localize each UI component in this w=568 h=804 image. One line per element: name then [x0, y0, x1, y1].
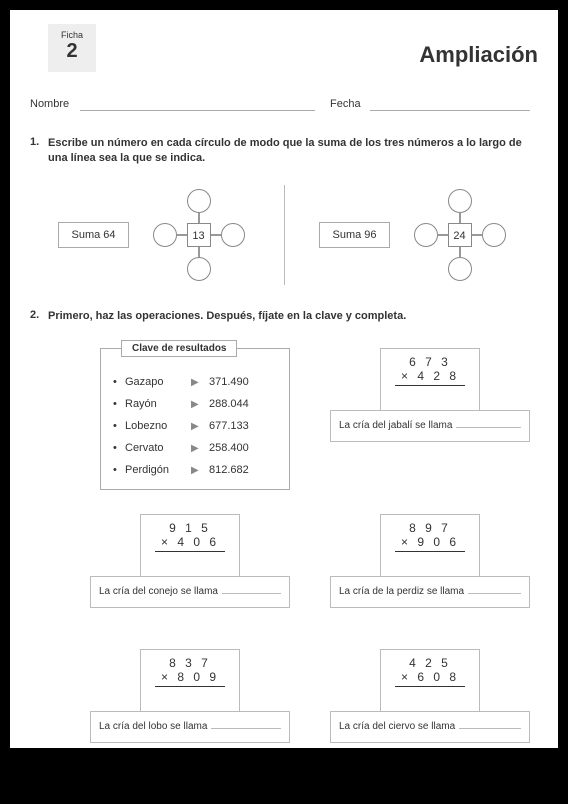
clave-row: •Gazapo▶371.490: [113, 371, 277, 393]
triangle-icon: ▶: [191, 377, 209, 388]
answer-blank[interactable]: [456, 418, 521, 428]
circle-input[interactable]: [187, 257, 211, 281]
exercise-2: 2. Primero, haz las operaciones. Después…: [30, 309, 538, 804]
answer-label: La cría de la perdiz se llama: [339, 586, 464, 597]
worksheet-page: Ficha 2 Ampliación Nombre Fecha 1. Escri…: [8, 8, 560, 750]
answer-box: La cría del lobo se llama: [90, 711, 290, 743]
answer-label: La cría del jabalí se llama: [339, 420, 452, 431]
clave-box: Clave de resultados •Gazapo▶371.490 •Ray…: [100, 348, 290, 490]
fecha-blank[interactable]: [370, 110, 530, 111]
page-title: Ampliación: [419, 42, 538, 68]
mult-box[interactable]: 6 7 3 × 4 2 8: [380, 348, 480, 410]
nombre-blank[interactable]: [80, 110, 315, 111]
clave-row: •Lobezno▶677.133: [113, 415, 277, 437]
answer-label: La cría del lobo se llama: [99, 721, 207, 732]
clave-row: •Perdigón▶812.682: [113, 459, 277, 481]
ex1-right-group: Suma 96 24: [295, 185, 535, 285]
op-block-conejo: 9 1 5 × 4 0 6 La cría del conejo se llam…: [90, 514, 290, 608]
op-block-ciervo: 4 2 5 × 6 0 8 La cría del ciervo se llam…: [330, 649, 530, 743]
ficha-box: Ficha 2: [48, 24, 96, 72]
triangle-icon: ▶: [191, 443, 209, 454]
clave-row: •Cervato▶258.400: [113, 437, 277, 459]
answer-box: La cría del ciervo se llama: [330, 711, 530, 743]
answer-label: La cría del ciervo se llama: [339, 721, 455, 732]
op-block-perdiz: 8 9 7 × 9 0 6 La cría de la perdiz se ll…: [330, 514, 530, 608]
answer-box: La cría del jabalí se llama: [330, 410, 530, 442]
plus-diagram-left: 13: [149, 185, 249, 285]
ficha-number: 2: [48, 40, 96, 63]
nombre-label: Nombre: [30, 98, 69, 110]
mult-box[interactable]: 4 2 5 × 6 0 8: [380, 649, 480, 711]
answer-box: La cría del conejo se llama: [90, 576, 290, 608]
circle-input[interactable]: [221, 223, 245, 247]
ex1-left-group: Suma 64 13: [34, 185, 274, 285]
vertical-separator: [284, 185, 285, 285]
answer-blank[interactable]: [459, 719, 521, 729]
center-value-left: 13: [187, 223, 211, 247]
op-block-lobo: 8 3 7 × 8 0 9 La cría del lobo se llama: [90, 649, 290, 743]
header: Ficha 2 Ampliación: [30, 24, 538, 94]
answer-blank[interactable]: [211, 719, 281, 729]
answer-box: La cría de la perdiz se llama: [330, 576, 530, 608]
mult-box[interactable]: 8 3 7 × 8 0 9: [140, 649, 240, 711]
plus-diagram-right: 24: [410, 185, 510, 285]
triangle-icon: ▶: [191, 421, 209, 432]
circle-input[interactable]: [187, 189, 211, 213]
answer-label: La cría del conejo se llama: [99, 586, 218, 597]
circle-input[interactable]: [448, 257, 472, 281]
ex1-text: Escribe un número en cada círculo de mod…: [48, 136, 538, 167]
answer-blank[interactable]: [468, 584, 521, 594]
suma-right-label: Suma 96: [319, 222, 389, 248]
clave-title: Clave de resultados: [121, 340, 237, 357]
triangle-icon: ▶: [191, 465, 209, 476]
answer-blank[interactable]: [222, 584, 281, 594]
suma-left-label: Suma 64: [58, 222, 128, 248]
circle-input[interactable]: [448, 189, 472, 213]
triangle-icon: ▶: [191, 399, 209, 410]
center-value-right: 24: [448, 223, 472, 247]
fecha-label: Fecha: [330, 98, 361, 110]
ex2-number: 2.: [30, 309, 39, 321]
ficha-label: Ficha: [48, 30, 96, 40]
circle-input[interactable]: [414, 223, 438, 247]
ex2-area: Clave de resultados •Gazapo▶371.490 •Ray…: [30, 324, 538, 804]
clave-row: •Rayón▶288.044: [113, 393, 277, 415]
circle-input[interactable]: [153, 223, 177, 247]
op-block-jabali: 6 7 3 × 4 2 8 La cría del jabalí se llam…: [330, 348, 530, 442]
mult-box[interactable]: 8 9 7 × 9 0 6: [380, 514, 480, 576]
ex1-diagram-row: Suma 64 13 Suma 96: [30, 185, 538, 285]
circle-input[interactable]: [482, 223, 506, 247]
exercise-1: 1. Escribe un número en cada círculo de …: [30, 136, 538, 285]
ex1-number: 1.: [30, 136, 39, 148]
ex2-text: Primero, haz las operaciones. Después, f…: [48, 309, 538, 324]
mult-box[interactable]: 9 1 5 × 4 0 6: [140, 514, 240, 576]
name-date-row: Nombre Fecha: [30, 98, 538, 120]
